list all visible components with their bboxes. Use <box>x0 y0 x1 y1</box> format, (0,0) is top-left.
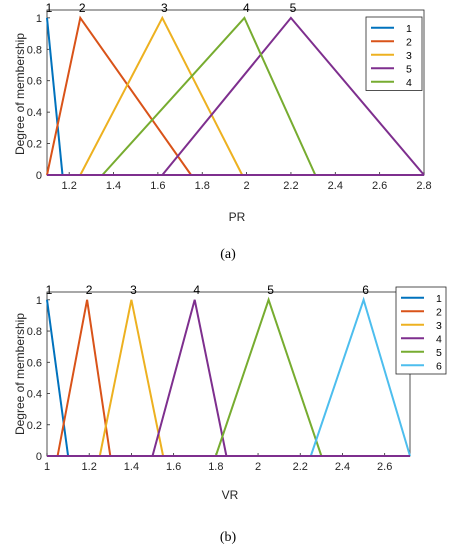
chart-b: Degree of membership VR (b) 0 0.2 0.4 0.6 0.… <box>13 283 447 545</box>
chart-b-ytick-label: 0.4 <box>27 389 42 401</box>
chart-b-xlabel: VR <box>222 488 239 502</box>
chart-b-xtick-label: 1 <box>44 461 50 473</box>
chart-b-xtick-label: 2.2 <box>293 461 308 473</box>
chart-a-series-1-line <box>46 17 64 176</box>
chart-b-peak-label-1: 1 <box>46 283 53 297</box>
chart-b-xtick-label: 1.8 <box>208 461 223 473</box>
chart-a-xtick-label: 2 <box>244 180 250 192</box>
chart-b-caption: (b) <box>220 530 237 545</box>
chart-b-peak-label-2: 2 <box>86 283 93 297</box>
chart-a-series-3-line <box>79 15 244 176</box>
chart-b-peak-label-5: 5 <box>267 283 274 297</box>
chart-b-series-3-line <box>98 299 165 457</box>
chart-a-legend-label-1: 1 <box>406 23 412 35</box>
chart-a-xtick-label: 1.8 <box>195 180 210 192</box>
chart-a-ytick-label: 0.8 <box>27 44 42 56</box>
chart-a-xtick-label: 1.6 <box>150 180 165 192</box>
chart-a-legend-label-5: 5 <box>406 63 412 75</box>
chart-a-peak-label-2: 2 <box>79 1 86 15</box>
chart-b-legend-label-4: 4 <box>436 333 442 345</box>
chart-a-xtick-label: 2.6 <box>372 180 387 192</box>
chart-a-ylabel: Degree of membership <box>13 33 27 155</box>
chart-b-legend-label-3: 3 <box>436 320 442 332</box>
chart-b-legend-label-5: 5 <box>436 347 442 359</box>
chart-a-xlabel: PR <box>229 210 246 224</box>
chart-a-peak-label-3: 3 <box>161 1 168 15</box>
chart-a-peak-label-1: 1 <box>46 1 53 15</box>
chart-a-xtick-label: 1.4 <box>106 180 121 192</box>
chart-b-series-6-line <box>309 296 411 457</box>
chart-b-ytick-label: 0 <box>36 451 42 463</box>
chart-a-peak-label-4: 4 <box>243 1 250 15</box>
chart-a-plot-area <box>46 9 425 176</box>
chart-b-ytick-label: 1 <box>36 295 42 307</box>
chart-a-ytick-label: 0.2 <box>27 139 42 151</box>
chart-a-xtick-label: 2.8 <box>416 180 431 192</box>
chart-b-series-4-line <box>151 299 228 457</box>
chart-a-series-5-line <box>161 16 425 176</box>
chart-a-peak-label-5: 5 <box>290 1 297 15</box>
chart-b-xtick-label: 2.4 <box>335 461 350 473</box>
chart-b-legend <box>395 286 447 375</box>
chart-a-series-2-line <box>46 15 192 176</box>
chart-b-peak-label-4: 4 <box>193 283 200 297</box>
chart-a-series-4-line <box>101 16 317 176</box>
chart-b-xtick-label: 1.4 <box>124 461 139 473</box>
chart-b-legend-label-6: 6 <box>436 360 442 372</box>
chart-b-legend-label-1: 1 <box>436 293 442 305</box>
chart-a-ytick-label: 0.4 <box>27 107 42 119</box>
chart-a: Degree of membership PR (a) 0 0.2 0.4 0.6 0.… <box>13 1 432 262</box>
chart-b-legend-label-2: 2 <box>436 306 442 318</box>
chart-a-ytick-label: 1 <box>36 13 42 25</box>
chart-a-xtick-label: 1.2 <box>62 180 77 192</box>
chart-b-ylabel: Degree of membership <box>13 313 27 435</box>
chart-a-xtick-label: 2.2 <box>283 180 298 192</box>
chart-a-legend-label-2: 2 <box>406 36 412 48</box>
chart-a-caption: (a) <box>220 247 236 262</box>
chart-b-ytick-label: 0.8 <box>27 326 42 338</box>
chart-b-series-2-line <box>56 299 112 457</box>
chart-b-xtick-label: 1.2 <box>82 461 97 473</box>
chart-a-ytick-label: 0 <box>36 170 42 182</box>
chart-b-peak-label-6: 6 <box>362 283 369 297</box>
chart-b-xtick-label: 2 <box>255 461 261 473</box>
chart-b-xtick-label: 2.6 <box>377 461 392 473</box>
chart-a-legend-label-3: 3 <box>406 50 412 62</box>
chart-b-ytick-label: 0.6 <box>27 357 42 369</box>
chart-a-legend-label-4: 4 <box>406 77 412 89</box>
chart-b-ytick-label: 0.2 <box>27 420 42 432</box>
chart-a-xtick-label: 2.4 <box>328 180 343 192</box>
chart-b-xtick-label: 1.6 <box>166 461 181 473</box>
chart-b-plot-area <box>46 291 411 457</box>
chart-b-series-5-line <box>214 296 323 457</box>
chart-b-series-1-line <box>46 299 70 457</box>
chart-a-ytick-label: 0.6 <box>27 76 42 88</box>
chart-b-peak-label-3: 3 <box>130 283 137 297</box>
